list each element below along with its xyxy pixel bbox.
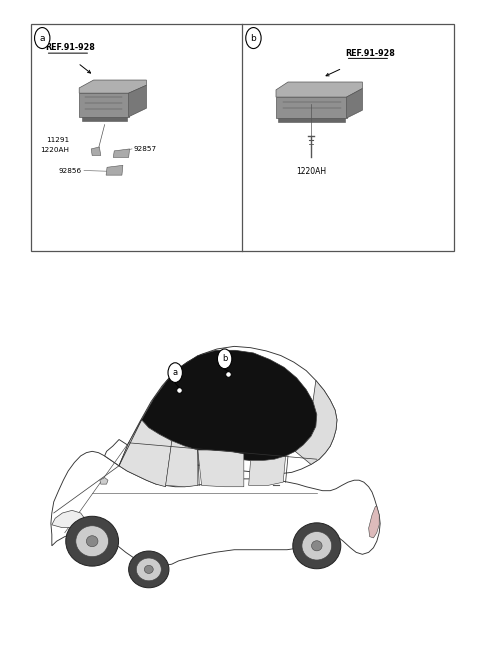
Polygon shape [100, 478, 108, 484]
Ellipse shape [86, 536, 98, 546]
Polygon shape [166, 441, 198, 487]
Polygon shape [276, 97, 347, 118]
FancyBboxPatch shape [31, 24, 454, 251]
Polygon shape [278, 118, 345, 122]
Text: b: b [222, 354, 228, 363]
Polygon shape [82, 117, 127, 121]
Polygon shape [119, 420, 172, 487]
Text: REF.91-928: REF.91-928 [46, 43, 96, 52]
Text: a: a [173, 368, 178, 377]
Text: REF.91-928: REF.91-928 [346, 49, 396, 58]
Polygon shape [198, 450, 244, 487]
Text: 1220AH: 1220AH [296, 167, 326, 176]
Polygon shape [369, 506, 379, 538]
Ellipse shape [144, 565, 153, 573]
Circle shape [246, 28, 261, 49]
Text: 1220AH: 1220AH [41, 146, 70, 153]
Ellipse shape [66, 516, 119, 566]
Polygon shape [295, 380, 337, 464]
Polygon shape [52, 510, 85, 527]
Text: 92856: 92856 [59, 167, 82, 174]
Text: 92857: 92857 [133, 146, 156, 152]
Polygon shape [276, 82, 362, 97]
Circle shape [168, 363, 182, 382]
Ellipse shape [129, 551, 169, 588]
Polygon shape [79, 80, 146, 93]
Polygon shape [79, 93, 129, 117]
Text: b: b [251, 33, 256, 43]
Polygon shape [91, 147, 101, 155]
Circle shape [35, 28, 50, 49]
Polygon shape [347, 89, 362, 118]
Ellipse shape [312, 541, 322, 551]
Polygon shape [129, 85, 146, 117]
Polygon shape [51, 451, 380, 565]
Polygon shape [113, 149, 130, 157]
Polygon shape [142, 350, 317, 461]
Ellipse shape [76, 525, 108, 557]
Polygon shape [106, 165, 123, 175]
Circle shape [217, 349, 232, 369]
Ellipse shape [302, 531, 332, 560]
Ellipse shape [136, 558, 161, 581]
Ellipse shape [293, 523, 341, 569]
Polygon shape [105, 346, 337, 474]
Text: 11291: 11291 [47, 137, 70, 144]
Polygon shape [249, 456, 286, 485]
Text: a: a [39, 33, 45, 43]
